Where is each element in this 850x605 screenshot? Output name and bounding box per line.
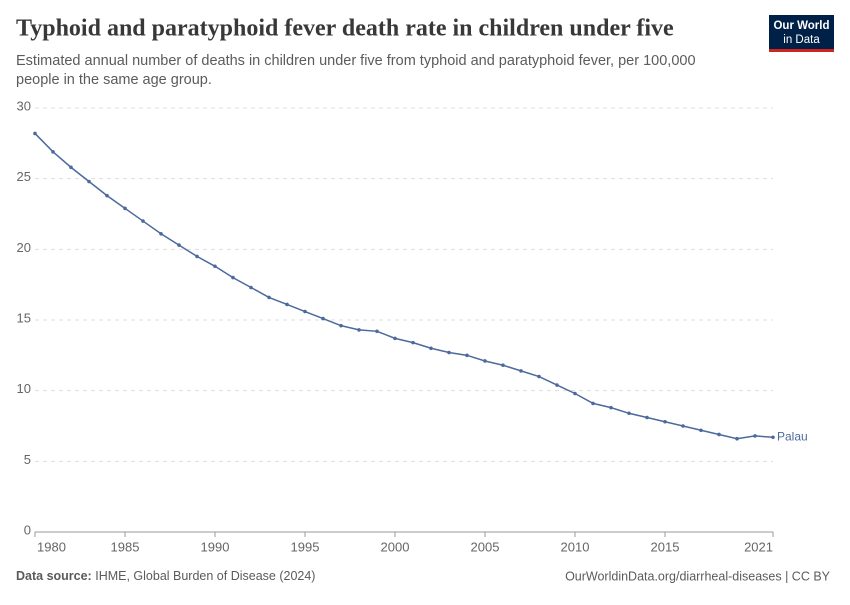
point [51,150,55,154]
point [681,424,685,428]
point [771,435,775,440]
point [33,131,37,136]
point [501,363,505,368]
point [123,206,127,211]
series-label: Palau [777,429,808,443]
point [483,359,487,363]
point [465,353,469,358]
point [213,264,217,269]
point [573,391,577,396]
subtitle: people in the same age group. [16,72,212,88]
x-tick-label: 1990 [201,539,230,554]
x-tick-label: 2015 [651,539,680,554]
point [321,316,325,321]
point [519,369,523,373]
point [411,340,415,345]
x-tick-label: 2010 [561,539,590,554]
point [429,346,433,351]
point [753,434,757,438]
source: IHME, Global Burden of Disease (2024) [95,569,315,583]
y-tick-label: 5 [24,452,31,467]
x-tick-label: 2021 [744,539,773,554]
subtitle: Estimated annual number of deaths in chi… [16,53,696,69]
logo-text: Our World [773,20,829,32]
x-tick-label: 1995 [291,539,320,554]
y-tick-label: 25 [17,169,31,184]
point [591,401,595,406]
point [717,432,721,437]
point [699,428,703,433]
point [159,231,163,236]
point [69,165,73,170]
point [141,219,145,223]
line [34,132,774,440]
point [537,374,541,379]
point [105,193,109,198]
point [177,243,181,247]
point [249,285,253,290]
point [609,405,613,410]
x-tick-label: 1985 [111,539,140,554]
y-tick-label: 0 [24,522,31,537]
point [195,254,199,259]
point [393,336,397,341]
point [627,411,631,416]
source-label: Data source: [16,569,92,583]
point [357,328,361,332]
point [663,419,667,424]
point [267,295,271,300]
credit[interactable]: OurWorldinData.org/diarrheal-diseases | … [565,569,831,583]
x-tick-label: 1980 [37,539,66,554]
logo[interactable] [769,15,834,52]
point [555,383,559,387]
point [375,329,379,334]
y-tick-label: 15 [17,310,31,325]
point [447,350,451,355]
x-tick-label: 2005 [471,539,500,554]
point [231,275,235,280]
point [87,179,91,184]
y-tick-label: 20 [17,240,31,255]
y-tick-label: 30 [17,98,31,113]
chart-title: Typhoid and paratyphoid fever death rate… [16,16,674,42]
point [735,436,739,441]
point [339,323,343,328]
point [645,415,649,420]
y-tick-label: 10 [17,381,31,396]
point [303,309,307,314]
logo-text: in Data [783,34,820,46]
x-tick-label: 2000 [381,539,410,554]
footer: Data source: IHME, Global Burden of Dise… [16,569,315,583]
logo-bar [769,49,834,52]
point [285,302,289,307]
